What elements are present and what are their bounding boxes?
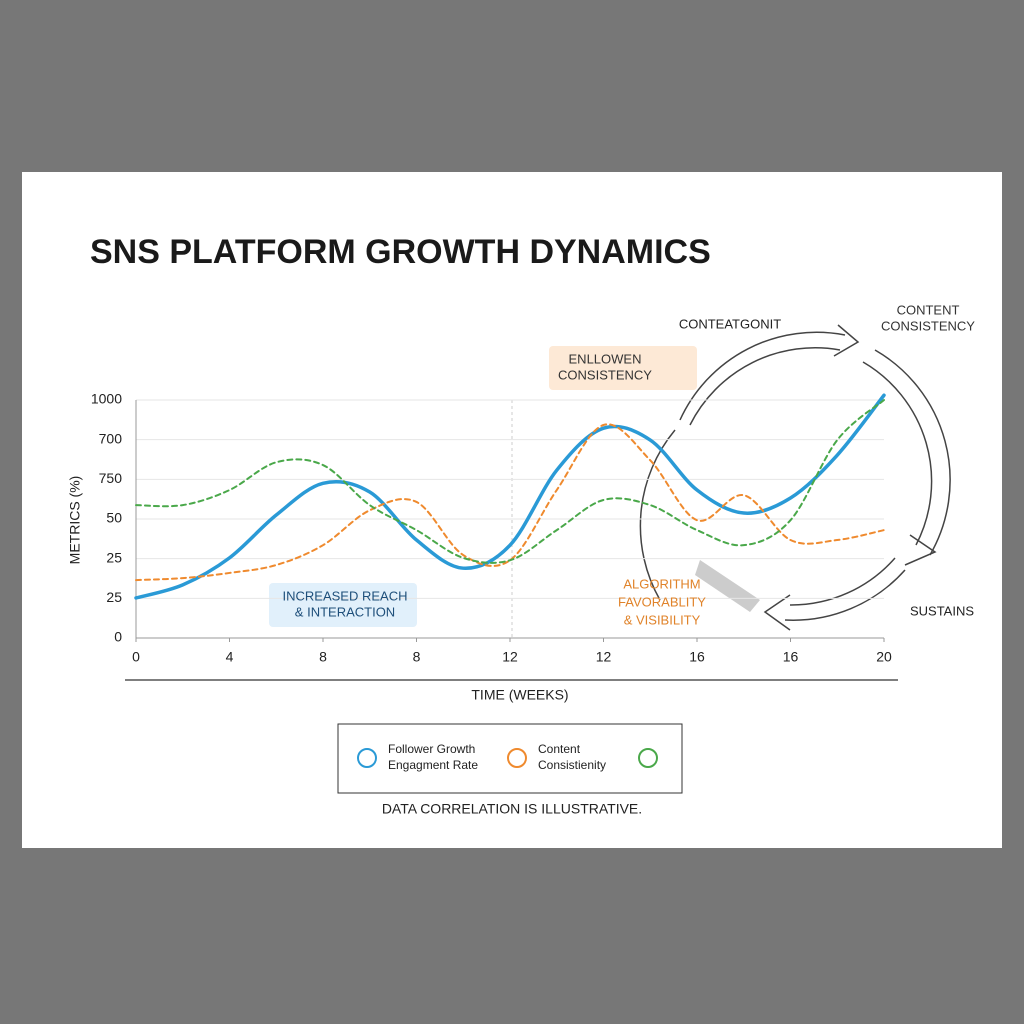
legend-label: Follower Growth bbox=[388, 742, 475, 756]
series-line bbox=[134, 393, 886, 600]
x-tick-label: 4 bbox=[226, 649, 234, 665]
annotation: CONSISTENCY bbox=[558, 367, 652, 382]
legend-icon bbox=[638, 748, 658, 768]
x-tick-label: 20 bbox=[876, 649, 892, 665]
annotation: ENLLOWEN bbox=[569, 351, 642, 366]
annotation: SUSTAINS bbox=[910, 603, 974, 618]
y-tick-label: 700 bbox=[99, 430, 123, 446]
legend-icon bbox=[507, 748, 527, 768]
annotation: CONSISTENCY bbox=[881, 318, 975, 333]
x-axis-label: TIME (WEEKS) bbox=[471, 687, 568, 703]
annotation-box bbox=[549, 346, 697, 390]
legend-icon bbox=[357, 748, 377, 768]
x-tick-label: 8 bbox=[413, 649, 421, 665]
footnote: DATA CORRELATION IS ILLUSTRATIVE. bbox=[382, 801, 642, 817]
y-tick-label: 750 bbox=[99, 470, 123, 486]
chart-title: SNS PLATFORM GROWTH DYNAMICS bbox=[90, 233, 711, 271]
legend-label: Consistienity bbox=[538, 758, 606, 772]
y-axis-label: METRICS (%) bbox=[67, 476, 83, 565]
series-line bbox=[135, 399, 885, 564]
x-tick-label: 12 bbox=[502, 649, 518, 665]
y-tick-label: 25 bbox=[106, 549, 122, 565]
y-tick-label: 25 bbox=[106, 589, 122, 605]
x-tick-label: 0 bbox=[132, 649, 140, 665]
annotation: ALGORITHM bbox=[623, 576, 700, 591]
cycle-arrows bbox=[639, 324, 951, 631]
legend-box bbox=[337, 723, 683, 794]
legend-label: Engagment Rate bbox=[388, 758, 478, 772]
annotation: INCREASED REACH bbox=[283, 588, 408, 603]
series-line bbox=[135, 423, 885, 582]
annotation: CONTENT bbox=[897, 302, 960, 317]
y-tick-label: 0 bbox=[114, 629, 122, 645]
gray-arrow bbox=[695, 560, 760, 612]
x-tick-label: 16 bbox=[689, 649, 705, 665]
x-tick-label: 16 bbox=[783, 649, 799, 665]
annotation: & INTERACTION bbox=[295, 604, 395, 619]
y-tick-label: 50 bbox=[106, 510, 122, 526]
annotation: & VISIBILITY bbox=[624, 612, 701, 627]
legend-label: Content bbox=[538, 742, 581, 756]
x-tick-label: 12 bbox=[596, 649, 612, 665]
x-tick-label: 8 bbox=[319, 649, 327, 665]
annotation-box bbox=[269, 583, 417, 627]
annotation: FAVORABLITY bbox=[618, 594, 706, 609]
y-tick-label: 1000 bbox=[91, 391, 122, 407]
annotation: CONTEATGONIT bbox=[679, 316, 781, 331]
